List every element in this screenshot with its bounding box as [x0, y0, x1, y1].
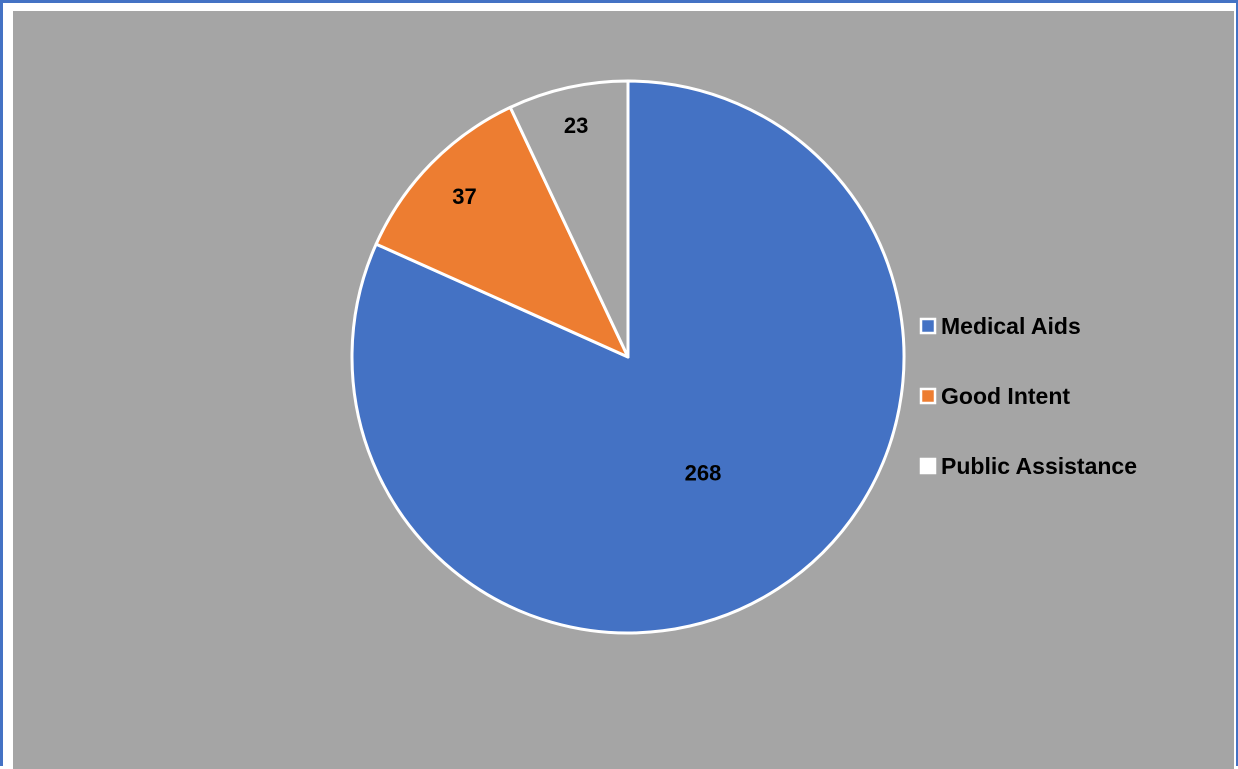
legend-swatch [919, 457, 937, 475]
legend-item-medical-aids: Medical Aids [919, 313, 1081, 339]
legend-label: Public Assistance [941, 453, 1137, 479]
pie-slices [350, 79, 906, 635]
data-label-public-assistance: 23 [564, 113, 588, 138]
legend-item-good-intent: Good Intent [919, 383, 1070, 409]
chart-area: 268 37 23 Medical Aids Good Intent Public As… [13, 11, 1234, 769]
pie-chart: 268 37 23 Medical Aids Good Intent Public As… [13, 11, 1234, 769]
legend-label: Good Intent [941, 383, 1070, 409]
pie-data-labels: 268 37 23 [452, 113, 721, 485]
legend-swatch [919, 387, 937, 405]
legend-swatch [919, 317, 937, 335]
pie-slice-public-assistance [508, 79, 630, 359]
pie-slice-good-intent [374, 105, 630, 359]
data-label-medical-aids: 268 [685, 460, 722, 485]
legend-label: Medical Aids [941, 313, 1081, 339]
legend-item-public-assistance: Public Assistance [919, 453, 1137, 479]
data-label-good-intent: 37 [452, 184, 476, 209]
legend: Medical Aids Good Intent Public Assistance [919, 313, 1137, 479]
